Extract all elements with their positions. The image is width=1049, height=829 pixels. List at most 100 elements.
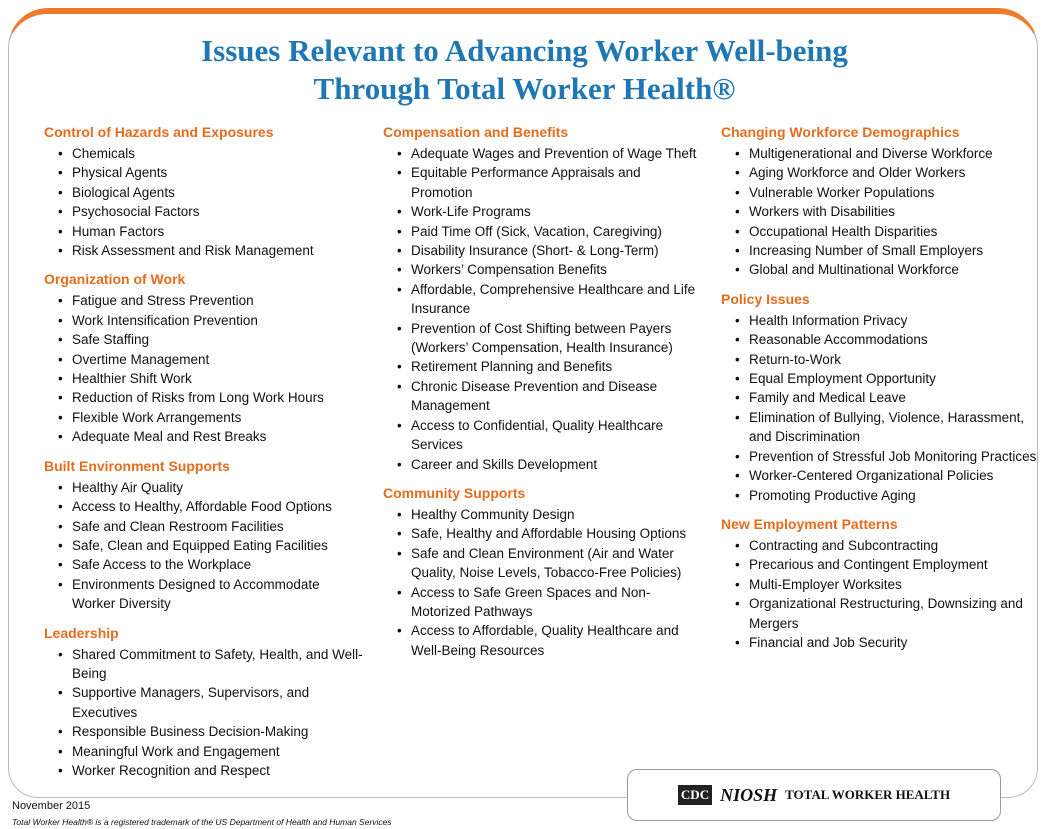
- list-item: Biological Agents: [44, 183, 364, 203]
- list-item: Health Information Privacy: [721, 311, 1041, 331]
- title-line: Through Total Worker Health®: [313, 71, 736, 106]
- list-item: Equal Employment Opportunity: [721, 369, 1041, 389]
- list-item: Worker Recognition and Respect: [44, 761, 364, 781]
- list-item: Access to Safe Green Spaces and Non-Moto…: [383, 583, 703, 622]
- list-item: Workers with Disabilities: [721, 202, 1041, 222]
- list-item: Physical Agents: [44, 163, 364, 183]
- list-item: Retirement Planning and Benefits: [383, 357, 703, 377]
- list-item: Meaningful Work and Engagement: [44, 742, 364, 762]
- list-item: Safe Staffing: [44, 330, 364, 350]
- list-item: Overtime Management: [44, 350, 364, 370]
- list-item: Access to Affordable, Quality Healthcare…: [383, 621, 703, 660]
- list-item: Safe and Clean Environment (Air and Wate…: [383, 544, 703, 583]
- column: Changing Workforce Demographics Multigene…: [721, 123, 1041, 653]
- column: Control of Hazards and Exposures Chemical…: [44, 123, 364, 781]
- list-item: Adequate Wages and Prevention of Wage Th…: [383, 144, 703, 164]
- list-item: Reasonable Accommodations: [721, 330, 1041, 350]
- program-name: TOTAL WORKER HEALTH: [785, 787, 951, 802]
- list-item: Healthy Community Design: [383, 505, 703, 525]
- section-heading: Organization of Work: [44, 271, 186, 288]
- list-item: Financial and Job Security: [721, 633, 1041, 653]
- list-item: Healthy Air Quality: [44, 478, 364, 498]
- section-heading: Policy Issues: [721, 290, 810, 307]
- list-item: Adequate Meal and Rest Breaks: [44, 427, 364, 447]
- list-item: Organizational Restructuring, Downsizing…: [721, 594, 1041, 633]
- item-list: Health Information PrivacyReasonable Acc…: [721, 311, 1041, 505]
- title: Issues Relevant to Advancing Worker Well…: [0, 32, 1049, 108]
- list-item: Global and Multinational Workforce: [721, 260, 1041, 280]
- list-item: Access to Healthy, Affordable Food Optio…: [44, 497, 364, 517]
- list-item: Affordable, Comprehensive Healthcare and…: [383, 280, 703, 319]
- list-item: Psychosocial Factors: [44, 202, 364, 222]
- section: Control of Hazards and Exposures Chemical…: [44, 123, 364, 261]
- list-item: Career and Skills Development: [383, 455, 703, 475]
- column: Compensation and Benefits Adequate Wages …: [383, 123, 703, 660]
- list-item: Work-Life Programs: [383, 202, 703, 222]
- section-heading: New Employment Patterns: [721, 515, 898, 532]
- item-list: Healthy Air QualityAccess to Healthy, Af…: [44, 478, 364, 614]
- list-item: Risk Assessment and Risk Management: [44, 241, 364, 261]
- list-item: Fatigue and Stress Prevention: [44, 291, 364, 311]
- section: Community Supports Healthy Community Desi…: [383, 484, 703, 660]
- title-line: Issues Relevant to Advancing Worker Well…: [201, 33, 848, 68]
- list-item: Equitable Performance Appraisals and Pro…: [383, 163, 703, 202]
- section-heading: Changing Workforce Demographics: [721, 124, 960, 140]
- section-heading: Leadership: [44, 624, 119, 641]
- list-item: Precarious and Contingent Employment: [721, 555, 1041, 575]
- list-item: Paid Time Off (Sick, Vacation, Caregivin…: [383, 222, 703, 242]
- list-item: Healthier Shift Work: [44, 369, 364, 389]
- list-item: Occupational Health Disparities: [721, 222, 1041, 242]
- cdc-logo: CDC: [677, 785, 713, 805]
- section: Built Environment Supports Healthy Air Qu…: [44, 457, 364, 614]
- list-item: Chemicals: [44, 144, 364, 164]
- list-item: Disability Insurance (Short- & Long-Term…: [383, 241, 703, 261]
- list-item: Responsible Business Decision-Making: [44, 722, 364, 742]
- list-item: Shared Commitment to Safety, Health, and…: [44, 645, 364, 684]
- list-item: Safe and Clean Restroom Facilities: [44, 517, 364, 537]
- section: Compensation and Benefits Adequate Wages …: [383, 123, 703, 474]
- section-heading: Community Supports: [383, 484, 526, 501]
- list-item: Safe, Clean and Equipped Eating Faciliti…: [44, 536, 364, 556]
- list-item: Safe Access to the Workplace: [44, 555, 364, 575]
- list-item: Prevention of Cost Shifting between Paye…: [383, 319, 703, 358]
- list-item: Increasing Number of Small Employers: [721, 241, 1041, 261]
- list-item: Supportive Managers, Supervisors, and Ex…: [44, 683, 364, 722]
- list-item: Prevention of Stressful Job Monitoring P…: [721, 447, 1041, 467]
- section: Leadership Shared Commitment to Safety, H…: [44, 624, 364, 781]
- list-item: Family and Medical Leave: [721, 388, 1041, 408]
- section: Changing Workforce Demographics Multigene…: [721, 123, 1041, 280]
- date: November 2015: [12, 800, 91, 812]
- item-list: ChemicalsPhysical AgentsBiological Agent…: [44, 144, 364, 261]
- list-item: Elimination of Bullying, Violence, Haras…: [721, 408, 1041, 447]
- list-item: Human Factors: [44, 222, 364, 242]
- list-item: Chronic Disease Prevention and Disease M…: [383, 377, 703, 416]
- list-item: Multi-Employer Worksites: [721, 575, 1041, 595]
- list-item: Worker-Centered Organizational Policies: [721, 466, 1041, 486]
- item-list: Shared Commitment to Safety, Health, and…: [44, 645, 364, 781]
- list-item: Environments Designed to Accommodate Wor…: [44, 575, 364, 614]
- list-item: Safe, Healthy and Affordable Housing Opt…: [383, 524, 703, 544]
- list-item: Contracting and Subcontracting: [721, 536, 1041, 556]
- list-item: Workers’ Compensation Benefits: [383, 260, 703, 280]
- list-item: Vulnerable Worker Populations: [721, 183, 1041, 203]
- list-item: Aging Workforce and Older Workers: [721, 163, 1041, 183]
- section: Organization of Work Fatigue and Stress P…: [44, 270, 364, 447]
- section-heading: Compensation and Benefits: [383, 124, 569, 140]
- niosh-logo: NIOSH: [720, 784, 778, 805]
- item-list: Multigenerational and Diverse WorkforceA…: [721, 144, 1041, 280]
- logo: CDC NIOSH TOTAL WORKER HEALTH: [627, 769, 1001, 821]
- list-item: Reduction of Risks from Long Work Hours: [44, 388, 364, 408]
- item-list: Adequate Wages and Prevention of Wage Th…: [383, 144, 703, 474]
- section: Policy IssuesHealth Information PrivacyR…: [721, 290, 1041, 505]
- list-item: Flexible Work Arrangements: [44, 408, 364, 428]
- section-heading: Built Environment Supports: [44, 457, 230, 474]
- list-item: Promoting Productive Aging: [721, 486, 1041, 506]
- item-list: Contracting and SubcontractingPrecarious…: [721, 536, 1041, 653]
- section-heading: Control of Hazards and Exposures: [44, 124, 274, 140]
- list-item: Return-to-Work: [721, 350, 1041, 370]
- section: New Employment Patterns Contracting and S…: [721, 515, 1041, 653]
- trademark: Total Worker Health® is a registered tra…: [12, 817, 392, 827]
- list-item: Work Intensification Prevention: [44, 311, 364, 331]
- item-list: Fatigue and Stress PreventionWork Intens…: [44, 291, 364, 447]
